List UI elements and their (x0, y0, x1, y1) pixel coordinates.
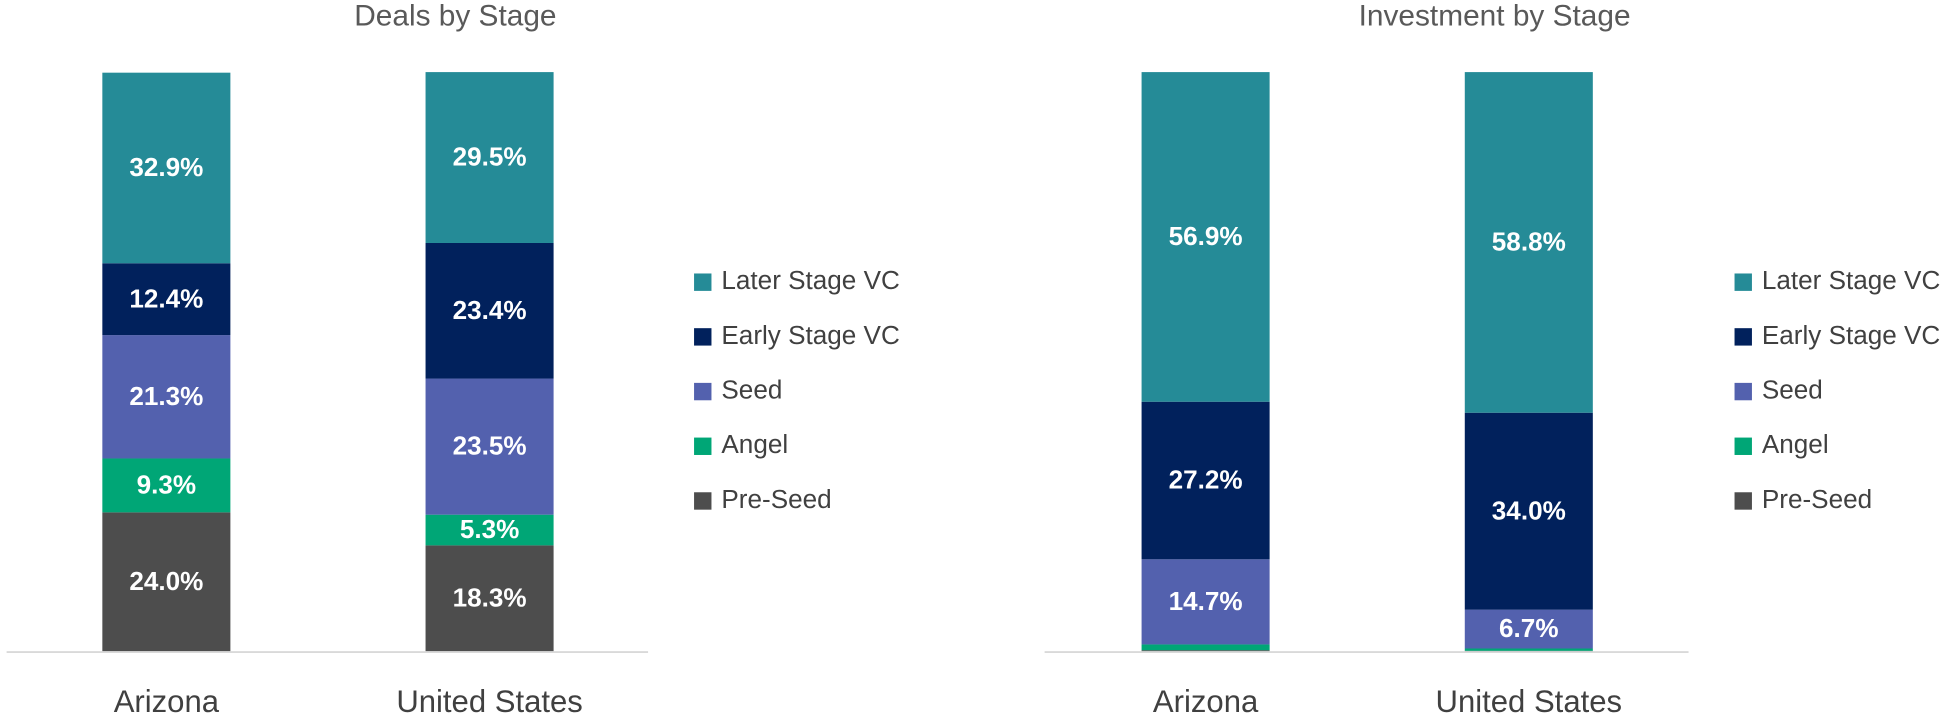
x-tick-label: Arizona (1153, 684, 1259, 719)
x-tick-label: United States (396, 684, 582, 719)
chart-title: Investment by Stage (1359, 0, 1631, 32)
legend-label: Angel (721, 429, 788, 459)
x-tick-label: United States (1436, 684, 1622, 719)
bar-segment (1464, 412, 1593, 610)
data-label: 9.3% (137, 470, 196, 500)
bar-segment (102, 263, 231, 336)
bar-segment (1141, 72, 1270, 402)
bar-segment (425, 378, 554, 515)
chart-title: Deals by Stage (354, 0, 556, 32)
legend-swatch (694, 328, 712, 346)
legend-swatch (694, 273, 712, 291)
legend-swatch (1734, 492, 1752, 510)
legend-label: Later Stage VC (721, 265, 899, 295)
legend-label: Angel (1762, 429, 1829, 459)
bar-segment (425, 545, 554, 652)
data-label: 5.3% (460, 514, 519, 544)
data-label: 12.4% (129, 283, 203, 313)
data-label: 18.3% (453, 583, 527, 613)
bar-segment (102, 335, 231, 459)
legend-swatch (1734, 382, 1752, 401)
legend-swatch (694, 492, 712, 510)
bar-segment (1141, 559, 1270, 645)
legend-label: Seed (1762, 374, 1823, 404)
legend-swatch (1734, 437, 1752, 455)
data-label: 29.5% (453, 142, 527, 172)
data-label: 24.0% (129, 566, 203, 596)
legend-swatch (1734, 328, 1752, 346)
data-label: 23.4% (453, 295, 527, 325)
x-tick-label: Arizona (114, 684, 220, 719)
data-label: 27.2% (1169, 465, 1243, 495)
legend-label: Early Stage VC (1762, 320, 1940, 350)
bar-segment (1464, 648, 1593, 651)
bar-segment (102, 512, 231, 652)
bar-segment (425, 72, 554, 243)
legend-label: Pre-Seed (721, 484, 831, 514)
bar-segment (1464, 72, 1593, 413)
data-label: 58.8% (1492, 227, 1566, 257)
data-label: 56.9% (1169, 221, 1243, 251)
legend-swatch (694, 437, 712, 455)
bar-segment (1464, 609, 1593, 649)
bar-segment (102, 72, 231, 264)
bar-segment (1141, 401, 1270, 560)
legend-label: Pre-Seed (1762, 484, 1872, 514)
bar-segment (425, 514, 554, 546)
legend-label: Later Stage VC (1762, 265, 1940, 295)
data-label: 6.7% (1499, 613, 1558, 643)
legend-swatch (694, 382, 712, 401)
legend-swatch (1734, 273, 1752, 291)
legend-label: Early Stage VC (721, 320, 899, 350)
data-label: 23.5% (453, 431, 527, 461)
data-label: 21.3% (129, 381, 203, 411)
bar-segment (425, 242, 554, 379)
bar-segment (102, 458, 231, 513)
data-label: 32.9% (129, 152, 203, 182)
data-label: 14.7% (1169, 586, 1243, 616)
data-label: 34.0% (1492, 495, 1566, 525)
bar-segment (1141, 650, 1270, 652)
legend-label: Seed (721, 374, 782, 404)
bar-segment (1141, 644, 1270, 651)
